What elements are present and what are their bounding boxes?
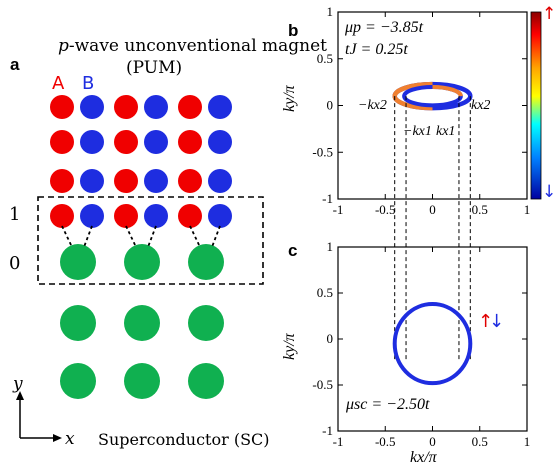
site-a (114, 169, 138, 193)
panel-a-title-line2: (PUM) (126, 58, 183, 78)
sc-site (60, 305, 96, 341)
site-b (80, 95, 104, 119)
site-b (208, 204, 232, 228)
panel-b-mu-param: μp = −3.85t (345, 19, 424, 36)
y-tick-label: 0.5 (317, 51, 333, 66)
label-neg-kx1: −kx1 (403, 124, 432, 139)
axis-x-label: x (65, 429, 75, 449)
axis-y-label: y (13, 374, 23, 394)
site-b (144, 130, 168, 154)
interface-box (37, 196, 264, 285)
panel-a-letter: a (10, 55, 20, 74)
site-a (114, 204, 138, 228)
y-arrow-head (16, 391, 24, 400)
title-rest: -wave unconventional magnet (68, 36, 328, 56)
x-tick-label: -0.5 (375, 202, 396, 217)
sc-site (124, 244, 160, 280)
panel-a-title-line1: p-wave unconventional magnet (58, 38, 327, 55)
x-tick-label: -1 (333, 434, 344, 449)
site-a (178, 169, 202, 193)
y-tick-label: 0 (327, 331, 334, 346)
site-a (50, 95, 74, 119)
layer-0-label: 0 (9, 253, 21, 274)
spin-up-label: ↑ (478, 311, 494, 332)
site-b (208, 95, 232, 119)
x-tick-label: -1 (333, 202, 344, 217)
panel-b-tj-param: tJ = 0.25t (345, 41, 408, 58)
superconductor-label: Superconductor (SC) (98, 430, 270, 449)
hopping-line (211, 225, 221, 248)
y-tick-label: 1 (327, 239, 334, 254)
site-b (80, 169, 104, 193)
site-a (178, 204, 202, 228)
y-tick-label: 0.5 (317, 285, 333, 300)
x-tick-label: 0.5 (472, 202, 488, 217)
sublattice-b-label: B (82, 73, 95, 94)
panel-c-mu-param: μsc = −2.50t (346, 396, 430, 413)
sc-site (188, 244, 224, 280)
y-tick-label: -1 (322, 191, 333, 206)
site-b (144, 204, 168, 228)
sc-site (60, 244, 96, 280)
colorbar (530, 11, 542, 200)
sc-site (124, 363, 160, 399)
fermi-surface-inner-up (432, 84, 463, 97)
colorbar-up-arrow: ↑ (542, 4, 556, 24)
hopping-line (147, 225, 157, 248)
x-tick-label: 1 (524, 434, 531, 449)
sc-site (188, 305, 224, 341)
y-tick-label: -0.5 (312, 377, 333, 392)
x-tick-label: 0 (429, 434, 436, 449)
site-b (144, 95, 168, 119)
site-a (114, 95, 138, 119)
site-b (144, 169, 168, 193)
site-b (80, 130, 104, 154)
hopping-line (61, 225, 73, 248)
colorbar-down-arrow: ↓ (542, 182, 556, 202)
x-tick-label: -0.5 (375, 434, 396, 449)
y-tick-label: 1 (327, 4, 334, 19)
sc-site (60, 363, 96, 399)
fermi-surface-outer-up (392, 81, 433, 97)
spin-down-label: ↓ (489, 311, 505, 332)
site-a (50, 169, 74, 193)
hopping-line (189, 225, 201, 248)
site-a (178, 130, 202, 154)
site-a (50, 204, 74, 228)
panel-c-xlabel: kx/π (410, 449, 437, 466)
sc-site (188, 363, 224, 399)
y-tick-label: -1 (322, 423, 333, 438)
x-arrow-head (53, 434, 62, 442)
hopping-line (125, 225, 137, 248)
hopping-line (83, 225, 93, 248)
panel-b-letter: b (288, 21, 299, 40)
sublattice-a-label: A (52, 73, 65, 94)
panel-c-ylabel: ky/π (281, 333, 298, 360)
x-tick-label: 1 (524, 202, 531, 217)
site-a (114, 130, 138, 154)
layer-1-label: 1 (9, 204, 21, 225)
site-b (208, 130, 232, 154)
y-tick-label: -0.5 (312, 144, 333, 159)
label-kx1: kx1 (436, 124, 456, 139)
panel-c-letter: c (288, 241, 298, 260)
site-a (50, 130, 74, 154)
y-tick-label: 0 (327, 98, 334, 113)
site-b (80, 204, 104, 228)
x-tick-label: 0 (429, 202, 436, 217)
label-kx2: kx2 (471, 98, 491, 113)
x-tick-label: 0.5 (472, 434, 488, 449)
sc-fermi-surface (392, 302, 473, 386)
sc-site (124, 305, 160, 341)
site-a (178, 95, 202, 119)
label-neg-kx2: −kx2 (358, 98, 387, 113)
p-italic: p (58, 36, 69, 56)
site-b (208, 169, 232, 193)
